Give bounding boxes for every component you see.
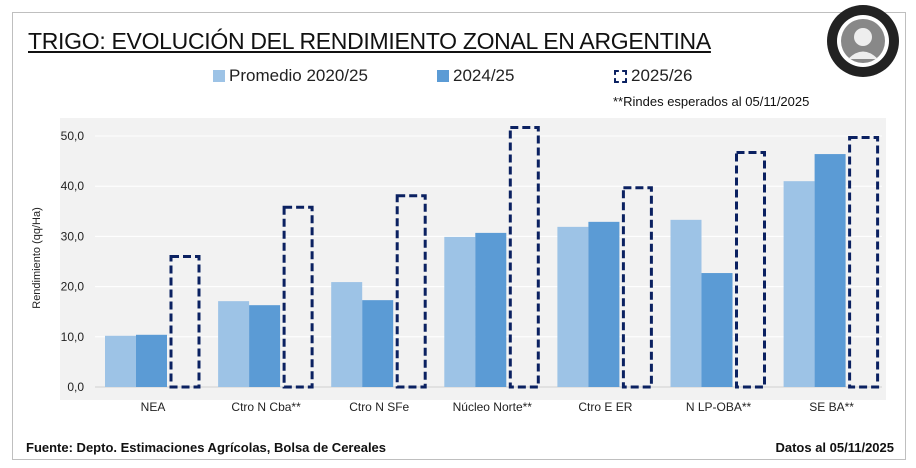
legend-swatch [614,69,627,83]
y-tick-label: 0,0 [67,380,84,394]
x-tick-label: NEA [141,400,166,414]
bar-2024-25 [249,305,281,387]
legend-item-prev: 2024/25 [437,66,514,86]
bar-2025-26 [282,205,314,389]
bar-2025-26 [508,125,540,389]
bar-promedio-2020-25 [105,335,136,387]
legend-swatch [437,70,449,82]
bar-2025-26 [395,194,427,389]
x-tick-label: Ctro E ER [578,400,632,414]
legend-label: 2025/26 [631,66,693,85]
x-tick-label: SE BA** [809,400,854,414]
bar-promedio-2020-25 [783,181,815,387]
y-tick-label: 30,0 [61,229,85,243]
bar-2024-25 [588,221,620,387]
frame [12,12,906,460]
bar-2025-26 [169,254,201,389]
bar-chart: 0,0 10,0 20,0 30,0 40,0 50,0 NEA Ctro N Cba** Ct… [31,118,886,414]
date-footer: Datos al 05/11/2025 [775,440,894,455]
bar-promedio-2020-25 [557,226,589,387]
x-tick-label: N LP-OBA** [686,400,752,414]
legend-label: 2024/25 [453,66,515,85]
bar-promedio-2020-25 [444,236,476,387]
y-tick-label: 40,0 [61,179,85,193]
y-tick-label: 20,0 [61,280,85,294]
legend-item-avg: Promedio 2020/25 [213,66,368,86]
x-tick-label: Ctro N Cba** [231,400,301,414]
bar-2024-25 [475,232,507,387]
bar-2025-26 [848,136,880,389]
y-tick-label: 10,0 [61,330,85,344]
source-footer: Fuente: Depto. Estimaciones Agrícolas, B… [26,440,387,455]
expected-yield-note: **Rindes esperados al 05/11/2025 [613,94,810,109]
bar-2024-25 [814,154,846,387]
legend-item-current: 2025/26 [614,66,692,86]
bar-2025-26 [621,186,653,389]
bar-promedio-2020-25 [670,219,702,387]
x-tick-label: Núcleo Norte** [453,400,533,414]
legend-label: Promedio 2020/25 [229,66,368,85]
bolsa-de-cereales-logo [827,5,899,77]
x-tick-label: Ctro N SFe [349,400,409,414]
y-axis-label: Rendimiento (qq/Ha) [31,207,43,309]
legend-swatch [213,70,225,82]
bar-promedio-2020-25 [218,301,250,387]
bar-2024-25 [136,334,167,387]
y-tick-label: 50,0 [61,129,85,143]
bar-2024-25 [362,300,394,387]
bar-2025-26 [735,151,766,389]
bar-2024-25 [701,273,733,387]
chart-title: TRIGO: EVOLUCIÓN DEL RENDIMIENTO ZONAL E… [28,28,711,54]
bar-promedio-2020-25 [331,282,363,387]
